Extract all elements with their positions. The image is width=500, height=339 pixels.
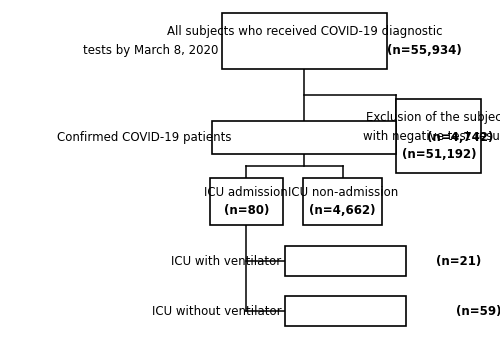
Bar <box>212 121 396 155</box>
Text: (n=55,934): (n=55,934) <box>387 44 462 57</box>
Text: (n=4,662): (n=4,662) <box>310 204 376 217</box>
Bar <box>284 296 406 326</box>
Text: (n=51,192): (n=51,192) <box>402 148 476 161</box>
Text: ICU admission: ICU admission <box>204 185 288 199</box>
Text: with negative test results: with negative test results <box>364 129 500 143</box>
Text: (n=80): (n=80) <box>224 204 269 217</box>
Bar <box>210 178 283 224</box>
Text: (n=4,742): (n=4,742) <box>427 131 494 144</box>
Text: (n=21): (n=21) <box>436 255 482 268</box>
Bar <box>303 178 382 224</box>
Text: Exclusion of the subjects: Exclusion of the subjects <box>366 111 500 124</box>
Text: Confirmed COVID-19 patients: Confirmed COVID-19 patients <box>56 131 235 144</box>
Text: ICU without ventilator: ICU without ventilator <box>152 305 285 318</box>
Bar <box>284 246 406 276</box>
Bar <box>222 13 386 69</box>
Text: All subjects who received COVID-19 diagnostic: All subjects who received COVID-19 diagn… <box>166 25 442 38</box>
Bar <box>396 99 482 173</box>
Text: ICU non-admission: ICU non-admission <box>288 185 398 199</box>
Text: ICU with ventilator: ICU with ventilator <box>172 255 285 268</box>
Text: tests by March 8, 2020: tests by March 8, 2020 <box>82 44 222 57</box>
Text: (n=59): (n=59) <box>456 305 500 318</box>
